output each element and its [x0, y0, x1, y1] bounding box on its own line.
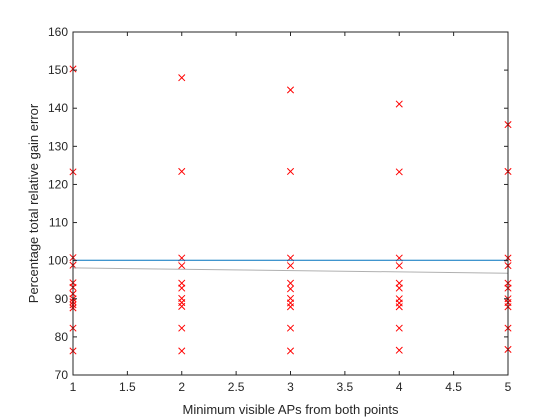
y-tick-label: 100	[48, 254, 68, 268]
x-tick-label: 3	[287, 380, 294, 394]
data-point-marker	[395, 324, 403, 332]
axes: 1 1.5 2 2.5 3 3.5 4 4.5 5 70 80 90 100 110 120 130 140 15…	[48, 25, 512, 394]
data-marks	[69, 65, 512, 355]
data-point-marker	[178, 302, 186, 310]
data-point-marker	[286, 86, 295, 94]
data-point-marker	[395, 303, 403, 311]
y-tick-label: 150	[48, 63, 68, 77]
series-line-2	[72, 267, 509, 274]
y-tick-label: 130	[48, 139, 68, 153]
y-axis-label: Percentage total relative gain error	[26, 103, 41, 303]
data-point-marker	[395, 262, 403, 270]
plot-frame	[72, 31, 509, 376]
data-point-marker	[286, 347, 295, 355]
y-tick-label: 120	[48, 177, 68, 191]
data-point-marker	[286, 324, 295, 332]
x-tick-label: 4	[396, 380, 403, 394]
data-point-marker	[178, 262, 186, 270]
x-tick-label: 1.5	[119, 380, 136, 394]
x-axis-label: Minimum visible APs from both points	[182, 402, 399, 417]
data-point-marker	[286, 167, 295, 176]
y-tick-label: 80	[55, 330, 69, 344]
x-tick-label: 2	[178, 380, 185, 394]
data-point-marker	[178, 74, 186, 82]
data-point-marker	[395, 346, 403, 354]
data-point-marker	[178, 284, 186, 292]
data-point-marker	[178, 347, 186, 355]
data-point-marker	[286, 303, 295, 311]
x-tick-label: 5	[505, 380, 512, 394]
y-tick-label: 110	[49, 216, 68, 230]
data-point-marker	[286, 262, 295, 270]
data-point-marker	[395, 168, 403, 176]
data-point-marker	[178, 324, 186, 332]
data-point-marker	[286, 285, 295, 293]
data-point-marker	[178, 167, 186, 176]
x-tick-label: 3.5	[337, 380, 354, 394]
x-tick-label: 1	[70, 380, 77, 394]
y-tick-label: 160	[48, 25, 68, 39]
x-tick-label: 4.5	[445, 380, 462, 394]
x-tick-label: 2.5	[228, 380, 245, 394]
y-tick-label: 140	[48, 101, 68, 115]
y-tick-label: 70	[55, 368, 69, 382]
data-point-marker	[395, 100, 403, 108]
data-point-marker	[286, 279, 295, 287]
y-tick-label: 90	[55, 292, 69, 306]
data-point-marker	[395, 284, 403, 292]
